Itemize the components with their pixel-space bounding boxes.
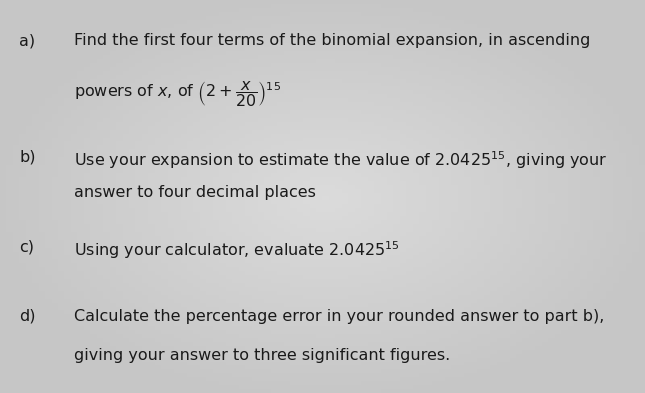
Text: Find the first four terms of the binomial expansion, in ascending: Find the first four terms of the binomia… (74, 33, 591, 48)
Text: c): c) (19, 240, 34, 255)
Text: giving your answer to three significant figures.: giving your answer to three significant … (74, 348, 450, 363)
Text: a): a) (19, 33, 35, 48)
Text: powers of $x$, of $\left(2+\dfrac{x}{20}\right)^{15}$: powers of $x$, of $\left(2+\dfrac{x}{20}… (74, 79, 281, 108)
Text: Use your expansion to estimate the value of $2.0425^{15}$, giving your: Use your expansion to estimate the value… (74, 149, 608, 171)
Text: b): b) (19, 149, 36, 164)
Text: Calculate the percentage error in your rounded answer to part b),: Calculate the percentage error in your r… (74, 309, 604, 323)
Text: d): d) (19, 309, 36, 323)
Text: Using your calculator, evaluate $2.0425^{15}$: Using your calculator, evaluate $2.0425^… (74, 240, 400, 261)
Text: answer to four decimal places: answer to four decimal places (74, 185, 316, 200)
